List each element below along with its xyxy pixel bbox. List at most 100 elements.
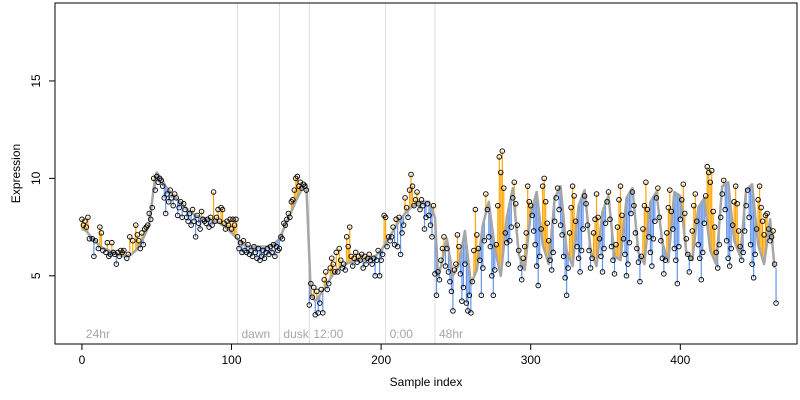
data-point bbox=[523, 230, 529, 236]
data-point bbox=[668, 208, 675, 215]
data-point bbox=[744, 187, 751, 193]
data-point bbox=[571, 193, 577, 199]
data-point bbox=[453, 261, 459, 267]
data-point bbox=[750, 274, 757, 281]
data-point bbox=[478, 292, 485, 299]
data-point bbox=[553, 195, 559, 201]
data-point bbox=[601, 245, 607, 252]
data-point bbox=[542, 199, 549, 205]
data-point bbox=[197, 226, 203, 232]
phase-label: 0:00 bbox=[390, 327, 414, 341]
data-point bbox=[261, 255, 268, 262]
data-point bbox=[653, 195, 660, 201]
data-point bbox=[409, 183, 416, 189]
data-point bbox=[667, 187, 673, 193]
data-point bbox=[276, 245, 283, 252]
data-point bbox=[496, 154, 503, 160]
data-point bbox=[408, 171, 414, 178]
data-point bbox=[333, 249, 339, 256]
data-point bbox=[700, 249, 706, 256]
data-point bbox=[438, 257, 444, 263]
data-point bbox=[109, 239, 115, 246]
data-point bbox=[756, 183, 763, 189]
data-point bbox=[743, 202, 749, 209]
data-point bbox=[710, 208, 716, 215]
data-point bbox=[456, 243, 462, 250]
data-point bbox=[167, 187, 173, 193]
data-point bbox=[290, 197, 296, 203]
data-point bbox=[188, 222, 194, 228]
data-point bbox=[323, 269, 329, 275]
data-point bbox=[524, 183, 531, 189]
data-point bbox=[569, 183, 576, 189]
data-point bbox=[583, 200, 589, 207]
data-point bbox=[616, 197, 622, 203]
data-point bbox=[303, 187, 310, 193]
data-point bbox=[376, 273, 383, 279]
data-point bbox=[572, 218, 579, 224]
data-point bbox=[451, 267, 458, 273]
data-point bbox=[589, 255, 595, 262]
data-point bbox=[713, 249, 719, 256]
data-point bbox=[133, 222, 139, 228]
data-point bbox=[628, 210, 634, 217]
data-point bbox=[127, 234, 133, 240]
data-point bbox=[604, 199, 610, 205]
data-point bbox=[429, 234, 435, 240]
data-point bbox=[245, 241, 251, 248]
data-point bbox=[765, 226, 772, 232]
data-point bbox=[578, 247, 585, 254]
data-point bbox=[516, 247, 522, 254]
data-point bbox=[227, 216, 233, 223]
data-point bbox=[103, 249, 109, 256]
data-point bbox=[213, 214, 220, 221]
y-tick-label: 5 bbox=[29, 272, 43, 279]
data-point bbox=[676, 243, 682, 250]
x-tick-label: 100 bbox=[222, 353, 242, 367]
data-point bbox=[198, 208, 205, 215]
data-point bbox=[535, 282, 541, 289]
data-point bbox=[402, 195, 408, 201]
x-axis: 0 100 200 300 400 bbox=[79, 343, 691, 367]
data-point bbox=[388, 234, 395, 240]
data-point bbox=[640, 226, 646, 232]
data-point bbox=[222, 226, 229, 232]
data-point bbox=[191, 218, 197, 224]
data-point bbox=[556, 206, 562, 213]
data-point bbox=[137, 245, 144, 252]
data-point bbox=[547, 257, 553, 263]
data-point bbox=[231, 222, 238, 228]
data-point bbox=[209, 222, 215, 228]
data-point bbox=[324, 286, 331, 293]
data-point bbox=[255, 245, 262, 252]
data-point bbox=[530, 228, 537, 234]
data-point bbox=[502, 230, 509, 236]
data-point bbox=[343, 234, 350, 240]
data-point bbox=[682, 210, 688, 217]
data-point bbox=[714, 265, 721, 271]
data-point bbox=[698, 276, 705, 283]
data-point bbox=[351, 255, 357, 262]
phase-vlines bbox=[237, 3, 436, 344]
data-point bbox=[484, 206, 491, 213]
data-point bbox=[559, 232, 565, 238]
data-point bbox=[394, 243, 401, 250]
data-point bbox=[98, 230, 105, 236]
data-point bbox=[92, 237, 99, 244]
data-point bbox=[472, 206, 479, 213]
data-point bbox=[725, 255, 731, 262]
data-point bbox=[493, 241, 500, 248]
data-point bbox=[586, 247, 592, 254]
data-point bbox=[248, 247, 254, 254]
data-point bbox=[420, 202, 426, 209]
data-point bbox=[644, 206, 651, 213]
data-point bbox=[671, 245, 678, 252]
data-point bbox=[768, 234, 775, 240]
data-point bbox=[346, 224, 353, 230]
data-point bbox=[483, 191, 489, 197]
data-point bbox=[695, 241, 702, 248]
data-point bbox=[631, 202, 637, 209]
data-point bbox=[342, 267, 348, 273]
data-point bbox=[384, 243, 390, 250]
data-point bbox=[337, 257, 344, 263]
